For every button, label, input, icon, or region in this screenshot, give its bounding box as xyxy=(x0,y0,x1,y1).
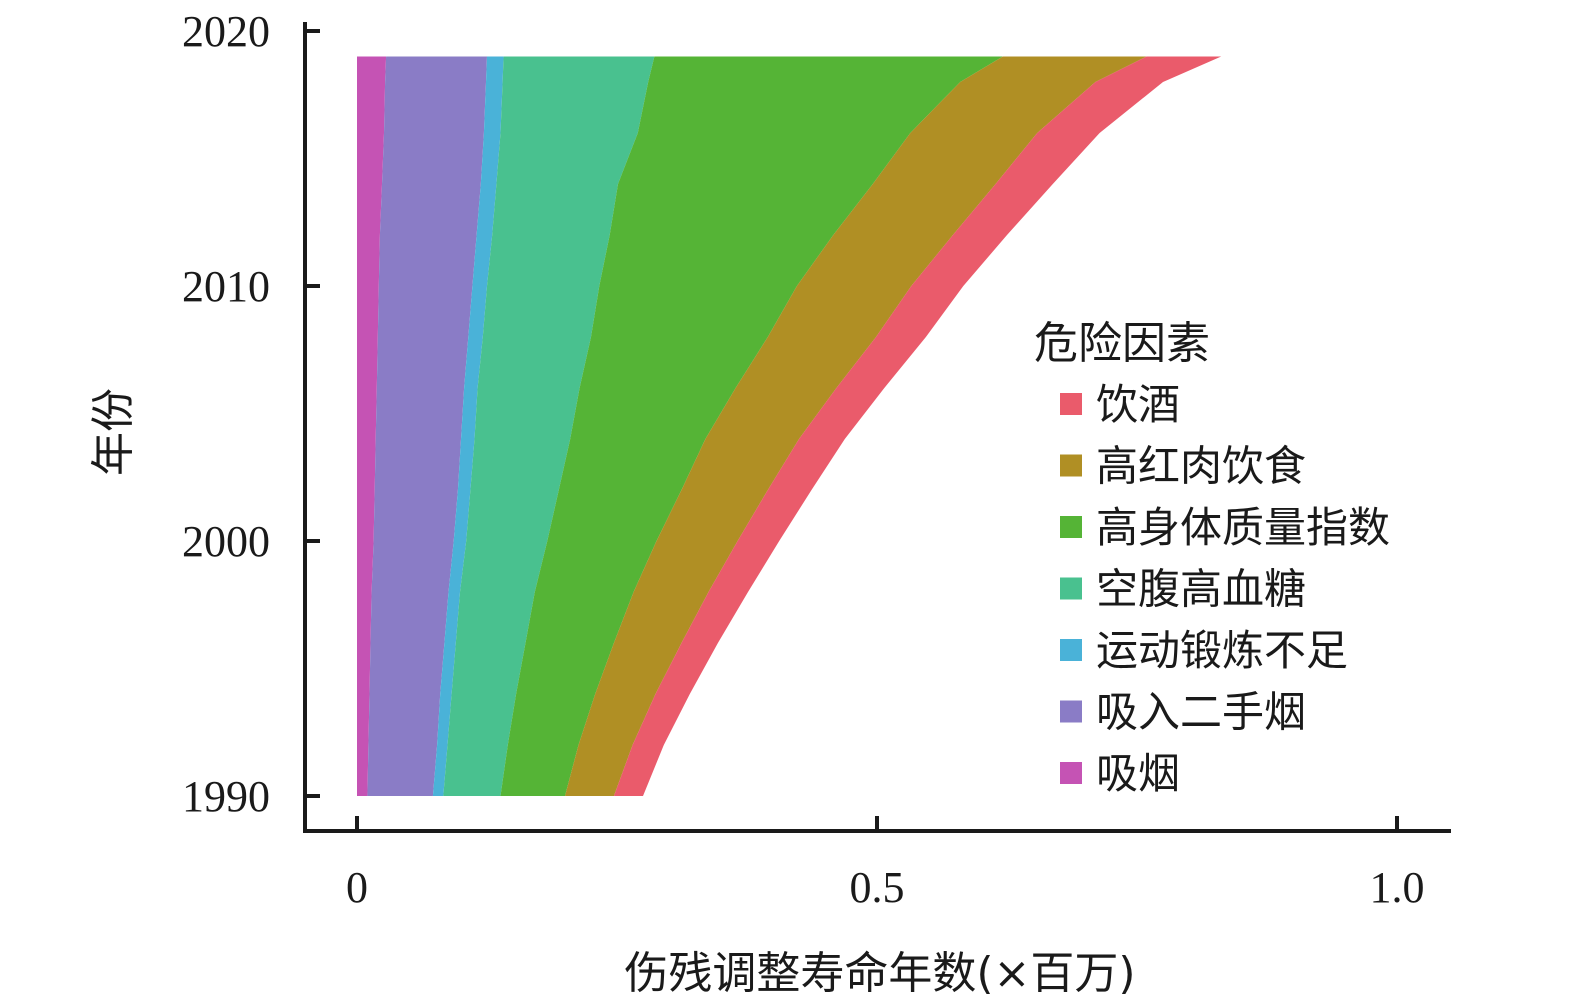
legend-swatch xyxy=(1060,516,1082,538)
legend-label: 运动锻炼不足 xyxy=(1096,626,1348,675)
legend-swatch xyxy=(1060,454,1082,477)
area-series-4 xyxy=(500,56,1003,796)
x-tick-label: 0.5 xyxy=(850,863,905,912)
legend-swatch xyxy=(1060,700,1082,723)
legend-label: 吸入二手烟 xyxy=(1096,688,1306,737)
legend-swatch xyxy=(1060,577,1082,600)
area-layers xyxy=(357,56,1222,796)
y-tick-label: 2010 xyxy=(182,262,270,311)
legend-swatch xyxy=(1060,393,1082,415)
y-axis-title: 年份 xyxy=(88,388,139,476)
area-series-1 xyxy=(367,56,487,796)
y-tick-label: 1990 xyxy=(182,772,270,821)
legend-label: 吸烟 xyxy=(1096,749,1180,798)
y-tick-label: 2020 xyxy=(182,7,270,56)
legend-title: 危险因素 xyxy=(1034,318,1210,369)
legend-label: 空腹高血糖 xyxy=(1096,565,1306,614)
x-tick-label: 1.0 xyxy=(1370,863,1425,912)
area-series-0 xyxy=(357,56,387,796)
area-series-2 xyxy=(432,56,504,796)
x-axis-title: 伤残调整寿命年数(×百万) xyxy=(624,948,1135,999)
legend-swatch xyxy=(1060,762,1082,784)
legend-label: 饮酒 xyxy=(1096,380,1180,429)
area-series-5 xyxy=(565,56,1147,796)
x-tick-label: 0 xyxy=(346,863,368,912)
y-ticks: 1990 2000 2010 2020 xyxy=(182,7,320,821)
area-series-6 xyxy=(613,56,1222,796)
legend-label: 高身体质量指数 xyxy=(1096,503,1390,552)
legend-swatch xyxy=(1060,639,1082,661)
legend-label: 高红肉饮食 xyxy=(1096,442,1306,491)
x-ticks: 0 0.5 1.0 xyxy=(346,816,1425,912)
area-series-3 xyxy=(443,56,655,796)
y-tick-label: 2000 xyxy=(182,517,270,566)
